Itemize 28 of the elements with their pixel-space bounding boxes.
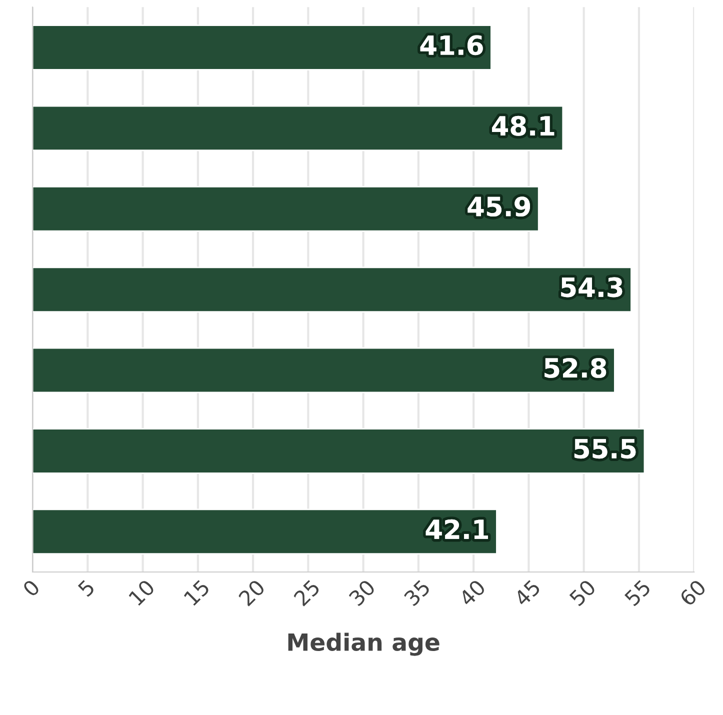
x-tick-label: 50 — [568, 578, 596, 607]
data-label: 42.1 — [426, 519, 488, 539]
bar — [32, 428, 646, 474]
x-tick-label: 5 — [77, 579, 96, 598]
data-label: 55.5 — [574, 439, 636, 459]
x-tick-label: 45 — [513, 579, 542, 607]
bar — [32, 186, 540, 232]
x-tick-label: 20 — [238, 578, 266, 607]
bar — [32, 508, 498, 555]
x-axis-title: Median age — [288, 632, 440, 656]
data-label: 54.3 — [561, 277, 622, 298]
bar — [32, 24, 492, 70]
x-tick-label: 60 — [678, 578, 707, 607]
x-tick-label: 0 — [22, 578, 41, 598]
data-label: 41.6 — [420, 35, 483, 56]
data-label: 48.1 — [492, 116, 554, 136]
x-tick-label: 55 — [624, 579, 652, 607]
x-tick-label: 15 — [183, 579, 210, 606]
data-label: 52.8 — [544, 358, 606, 378]
bar — [32, 105, 564, 152]
x-tick-label: 40 — [458, 578, 486, 607]
x-tick-label: 30 — [348, 578, 376, 607]
bar — [32, 266, 632, 312]
x-tick-label: 10 — [128, 578, 156, 606]
data-label: 45.9 — [468, 196, 530, 217]
bar — [32, 347, 616, 394]
x-tick-label: 25 — [293, 579, 321, 607]
x-tick-label: 35 — [403, 579, 431, 607]
